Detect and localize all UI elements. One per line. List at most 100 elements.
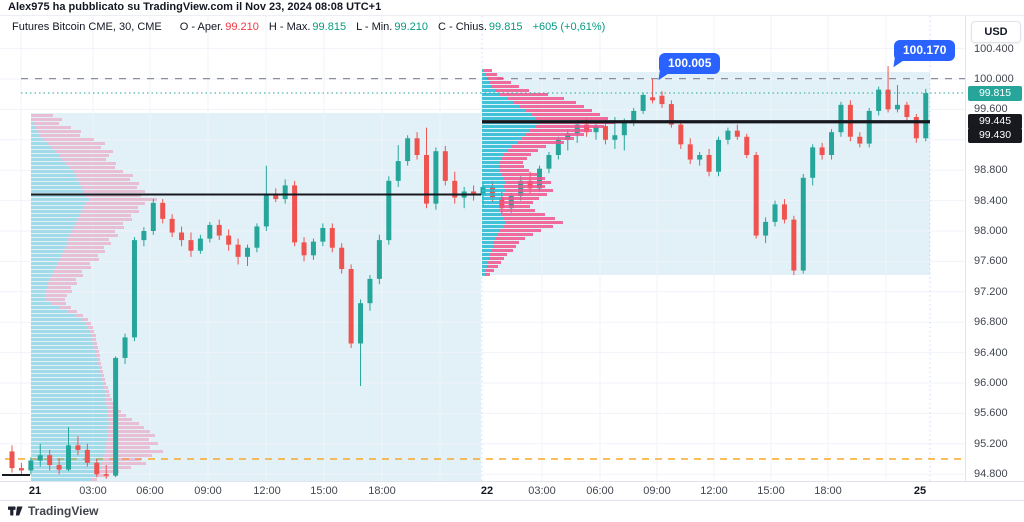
- volume-profile-sell-bar: [536, 125, 604, 128]
- volume-profile-buy-bar: [31, 234, 70, 237]
- tradingview-brand[interactable]: TradingView: [8, 504, 98, 518]
- volume-profile-sell-bar: [500, 229, 541, 232]
- candle-down: [650, 97, 656, 101]
- candle-up: [207, 224, 213, 239]
- price-axis-label: 96.400: [974, 346, 1008, 359]
- volume-profile-sell-bar: [91, 334, 96, 337]
- volume-profile-sell-bar: [85, 202, 145, 205]
- candle-down: [179, 232, 185, 241]
- volume-profile-buy-bar: [482, 85, 491, 88]
- volume-profile-buy-bar: [31, 226, 74, 229]
- volume-profile-buy-bar: [31, 382, 103, 385]
- volume-profile-buy-bar: [31, 314, 75, 317]
- candle-up: [800, 177, 806, 271]
- volume-profile-buy-bar: [482, 205, 499, 208]
- volume-profile-buy-bar: [31, 402, 106, 405]
- volume-profile-buy-bar: [31, 130, 37, 133]
- volume-profile-sell-bar: [69, 166, 115, 169]
- volume-profile-sell-bar: [47, 286, 71, 289]
- volume-profile-buy-bar: [31, 138, 44, 141]
- volume-profile-buy-bar: [31, 274, 51, 277]
- volume-profile-buy-bar: [31, 190, 84, 193]
- volume-profile-sell-bar: [100, 370, 103, 373]
- volume-profile-buy-bar: [482, 109, 526, 112]
- candle-up: [150, 202, 156, 231]
- price-axis[interactable]: USD 100.400100.00099.60099.20098.80098.4…: [965, 16, 1024, 501]
- attribution-bar: Alex975 ha pubblicato su TradingView.com…: [0, 0, 1024, 16]
- volume-profile-sell-bar: [106, 402, 114, 405]
- volume-profile-sell-bar: [506, 181, 551, 184]
- price-callout-100005[interactable]: 100.005: [659, 53, 721, 74]
- volume-profile-sell-bar: [66, 162, 116, 165]
- volume-profile-sell-bar: [520, 105, 584, 108]
- candle-down: [47, 455, 53, 466]
- candle-up: [282, 185, 288, 200]
- candle-down: [94, 462, 100, 475]
- price-axis-label: 95.200: [974, 437, 1008, 450]
- volume-profile-sell-bar: [493, 245, 516, 248]
- price-axis-label: 98.000: [974, 225, 1008, 237]
- candle-down: [235, 244, 241, 257]
- volume-profile-buy-bar: [482, 89, 495, 92]
- candle-down: [913, 117, 919, 139]
- time-axis-label: 09:00: [194, 485, 222, 497]
- time-axis[interactable]: 21 03:00 06:00 09:00 12:00 15:00 18:00 22 03:00 0…: [0, 481, 1024, 501]
- volume-profile-sell-bar: [486, 269, 494, 272]
- volume-profile-buy-bar: [482, 201, 500, 204]
- candle-down: [423, 155, 429, 204]
- candle-up: [555, 139, 561, 155]
- volume-profile-sell-bar: [99, 366, 102, 369]
- volume-profile-sell-bar: [489, 257, 504, 260]
- candle-down: [169, 218, 175, 233]
- volume-profile-buy-bar: [31, 410, 107, 413]
- volume-profile-buy-bar: [31, 262, 57, 265]
- open-value: 99.210: [225, 21, 259, 33]
- volume-profile-buy-bar: [31, 354, 96, 357]
- close-label: C - Chius.: [438, 21, 487, 33]
- candle-up: [565, 133, 571, 140]
- volume-profile-buy-bar: [31, 286, 47, 289]
- candle-up: [763, 221, 769, 236]
- volume-profile-sell-bar: [72, 230, 115, 233]
- candle-down: [9, 451, 15, 469]
- candle-down: [103, 474, 109, 476]
- time-axis-label: 06:00: [586, 485, 614, 497]
- symbol-title[interactable]: Futures Bitcoin CME, 30, CME: [12, 21, 162, 33]
- candle-down: [84, 449, 90, 463]
- price-callout-100170[interactable]: 100.170: [894, 40, 956, 61]
- volume-profile-sell-bar: [504, 225, 553, 228]
- volume-profile-sell-bar: [106, 442, 158, 445]
- volume-profile-buy-bar: [482, 213, 502, 216]
- volume-profile-sell-bar: [55, 150, 113, 153]
- volume-profile-sell-bar: [499, 205, 530, 208]
- volume-profile-sell-bar: [485, 73, 497, 76]
- volume-profile-buy-bar: [31, 210, 81, 213]
- volume-profile-sell-bar: [107, 406, 117, 409]
- chart-legend: Futures Bitcoin CME, 30, CME O - Aper. 99.…: [12, 21, 607, 33]
- volume-profile-sell-bar: [85, 322, 91, 325]
- volume-profile-buy-bar: [482, 113, 532, 116]
- tradingview-logo-icon: [8, 506, 23, 516]
- currency-toggle-button[interactable]: USD: [971, 21, 1021, 43]
- price-axis-label: 95.600: [974, 407, 1008, 420]
- volume-profile-buy-bar: [482, 133, 526, 136]
- candle-up: [245, 247, 250, 257]
- volume-profile-buy-bar: [482, 97, 508, 100]
- volume-profile-sell-bar: [104, 386, 108, 389]
- volume-profile-sell-bar: [487, 265, 498, 268]
- volume-profile-sell-bar: [508, 97, 564, 100]
- volume-profile-sell-bar: [33, 122, 59, 125]
- candle-down: [18, 468, 24, 471]
- volume-profile-sell-bar: [59, 306, 71, 309]
- volume-profile-sell-bar: [78, 218, 132, 221]
- volume-profile-sell-bar: [99, 470, 119, 473]
- candle-up: [876, 89, 882, 111]
- volume-profile-buy-bar: [482, 73, 485, 76]
- candle-up: [263, 194, 269, 227]
- volume-profile-sell-bar: [512, 145, 546, 148]
- volume-profile-buy-bar: [31, 390, 105, 393]
- volume-profile-sell-bar: [526, 109, 592, 112]
- time-axis-label: 18:00: [368, 485, 396, 497]
- volume-profile-sell-bar: [536, 117, 608, 120]
